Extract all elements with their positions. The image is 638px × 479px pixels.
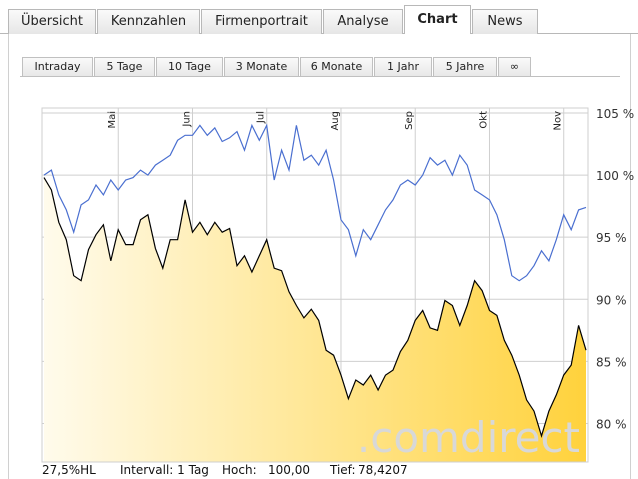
y-tick-label: 105 % <box>596 107 634 121</box>
y-tick-label: 80 % <box>596 417 627 431</box>
footer-text: Intervall: 1 Tag <box>120 463 209 477</box>
y-tick-label: 100 % <box>596 169 634 183</box>
footer-text: 100,00 <box>268 463 310 477</box>
tab[interactable]: Firmenportrait <box>201 9 322 34</box>
x-tick-label: Mai <box>107 111 118 129</box>
area <box>44 177 586 462</box>
x-tick-label: Jul <box>256 111 267 124</box>
y-tick-label: 90 % <box>596 293 627 307</box>
subtab[interactable]: ∞ <box>498 57 531 76</box>
tab[interactable]: Chart <box>404 5 471 34</box>
subtab[interactable]: Intraday <box>22 57 93 76</box>
tab[interactable]: Analyse <box>323 9 403 34</box>
plot-border <box>41 107 589 463</box>
tab[interactable]: Kennzahlen <box>97 9 200 34</box>
subtab[interactable]: 10 Tage <box>156 57 223 76</box>
panel-right-border <box>630 34 631 479</box>
tab[interactable]: News <box>472 9 538 34</box>
subtab[interactable]: 6 Monate <box>300 57 373 76</box>
footer-text: Tief: <box>330 463 356 477</box>
x-tick-label: Okt <box>478 111 489 129</box>
x-tick-label: Aug <box>330 111 341 131</box>
watermark: .comdirect <box>357 413 580 462</box>
panel-left-border <box>8 34 9 479</box>
subtab-line <box>20 76 620 77</box>
tab[interactable]: Übersicht <box>8 9 96 34</box>
subtab[interactable]: 5 Jahre <box>433 57 497 76</box>
y-tick-label: 85 % <box>596 355 627 369</box>
line <box>43 177 587 438</box>
y-tick-label: 95 % <box>596 231 627 245</box>
x-tick-label: Nov <box>553 111 564 131</box>
line <box>43 123 587 282</box>
subtab[interactable]: 1 Jahr <box>374 57 432 76</box>
subtab[interactable]: 5 Tage <box>94 57 155 76</box>
footer-text: 78,4207 <box>358 463 408 477</box>
x-tick-label: Sep <box>404 111 415 130</box>
subtab[interactable]: 3 Monate <box>224 57 299 76</box>
x-tick-label: Jun <box>181 111 192 128</box>
footer-text: Hoch: <box>222 463 257 477</box>
footer-text: 27,5%HL <box>42 463 96 477</box>
